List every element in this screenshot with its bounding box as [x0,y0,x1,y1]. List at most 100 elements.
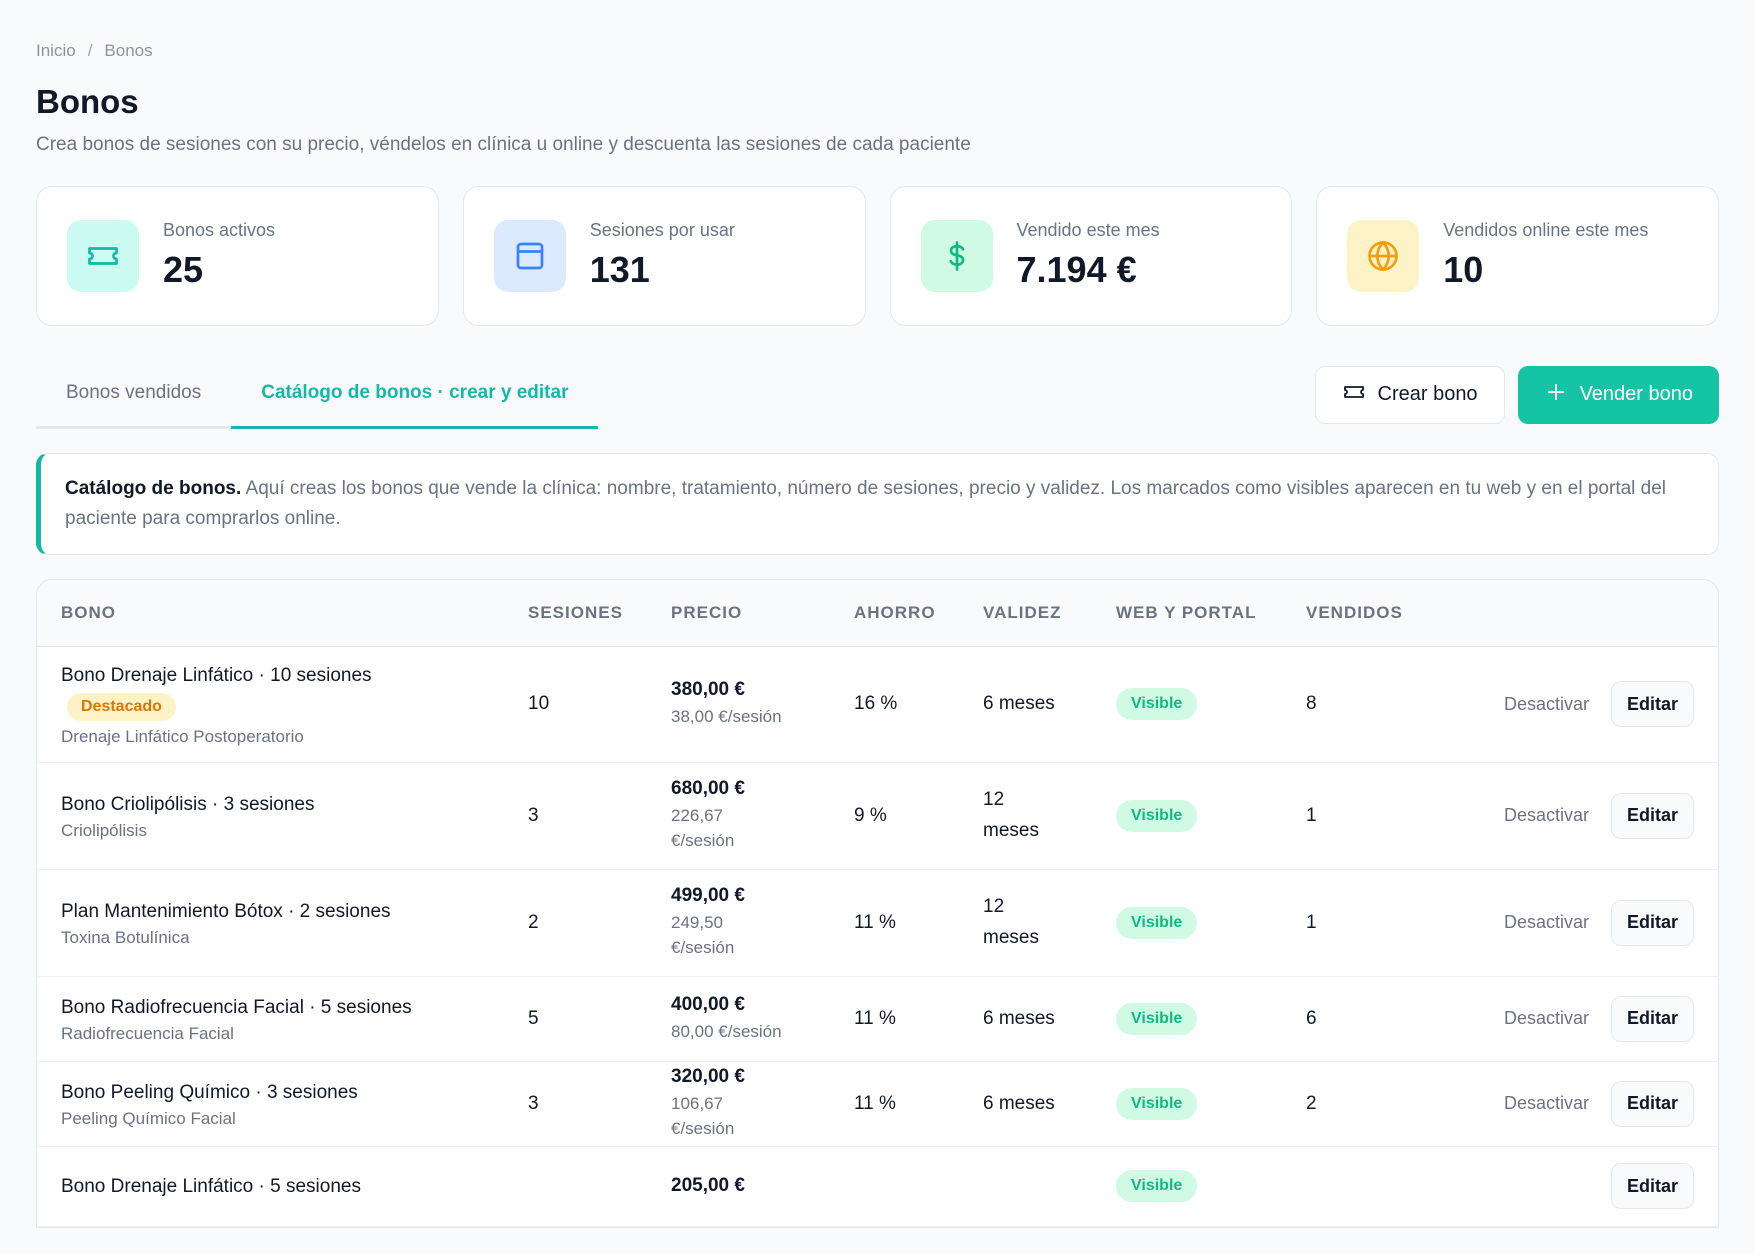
bono-per-session: 249,50 €/sesión [671,913,735,957]
stat-card: Vendido este mes 7.194 € [889,185,1293,326]
actions: Crear bono Vender bono [1314,365,1719,424]
breadcrumb-current: Bonos [104,41,153,60]
bono-validity: 12 meses [983,896,1039,948]
stat-value: 7.194 € [1016,249,1137,291]
edit-button[interactable]: Editar [1610,681,1694,728]
table-row[interactable]: Bono Drenaje Linfático · 5 sesiones 205,… [37,1146,1718,1227]
bono-validity: 6 meses [983,1007,1055,1029]
bono-per-session: 106,67 €/sesión [671,1094,735,1138]
bono-validity: 12 meses [983,789,1039,841]
bono-name: Bono Radiofrecuencia Facial · 5 sesiones [61,996,412,1018]
stat-label: Bonos activos [163,220,276,241]
bono-sessions: 5 [528,976,671,1062]
bono-price: 499,00 € [671,885,745,907]
bono-price: 680,00 € [671,778,745,800]
col-actions [1466,580,1718,647]
table-header-row: BONO SESIONES PRECIO AHORRO VALIDEZ WEB … [37,580,1718,647]
bono-treatment: Peeling Químico Facial [61,1109,236,1129]
ticket-icon [1342,380,1366,410]
col-validez: VALIDEZ [983,580,1116,647]
sell-bono-button[interactable]: Vender bono [1517,365,1719,424]
bono-sessions: 2 [528,869,671,977]
page: Inicio / Bonos Bonos Crea bonos de sesio… [36,38,1719,1228]
page-subtitle: Crea bonos de sesiones con su precio, vé… [36,133,971,155]
bono-per-session: 38,00 €/sesión [671,707,782,727]
create-bono-button[interactable]: Crear bono [1314,365,1505,424]
bonos-table: BONO SESIONES PRECIO AHORRO VALIDEZ WEB … [36,579,1719,1228]
deactivate-button[interactable]: Desactivar [1503,1008,1589,1029]
bono-saving: 16 % [854,646,983,763]
bono-price: 320,00 € [671,1066,745,1088]
bono-price: 380,00 € [671,679,745,701]
deactivate-button[interactable]: Desactivar [1503,1093,1589,1114]
stat-card: Sesiones por usar 131 [462,185,866,326]
bono-name: Bono Peeling Químico · 3 sesiones [61,1081,358,1103]
edit-button[interactable]: Editar [1610,1080,1694,1127]
stat-card: Vendidos online este mes 10 [1316,185,1719,326]
bono-price: 205,00 € [671,1175,745,1197]
bono-sold [1306,1146,1466,1227]
bono-name: Bono Criolipólisis · 3 sesiones [61,793,315,815]
deactivate-button[interactable]: Desactivar [1503,693,1589,714]
stat-label: Vendidos online este mes [1443,220,1649,241]
breadcrumb-separator: / [87,41,93,60]
table-row[interactable]: Bono Peeling Químico · 3 sesiones Peelin… [37,1061,1718,1147]
bono-sold: 2 [1306,1061,1466,1147]
stat-label: Sesiones por usar [589,220,735,241]
visibility-badge: Visible [1116,906,1198,939]
bono-sessions: 3 [528,762,671,870]
table-row[interactable]: Bono Criolipólisis · 3 sesiones Criolipó… [37,762,1718,870]
bono-treatment: Criolipólisis [61,821,147,841]
sell-bono-label: Vender bono [1579,383,1693,406]
tab-bonos-vendidos[interactable]: Bonos vendidos [66,381,202,403]
deactivate-button[interactable]: Desactivar [1503,912,1589,933]
col-vendidos: VENDIDOS [1306,580,1466,647]
table-row[interactable]: Bono Drenaje Linfático · 10 sesiones Des… [37,646,1718,763]
col-web-portal: WEB Y PORTAL [1116,580,1306,647]
bono-sessions [528,1146,671,1227]
edit-button[interactable]: Editar [1610,995,1694,1042]
ticket-icon [67,219,139,292]
globe-icon [1347,219,1420,292]
bono-saving: 11 % [854,1061,983,1147]
bono-validity: 6 meses [983,693,1055,715]
table-row[interactable]: Plan Mantenimiento Bótox · 2 sesiones To… [37,869,1718,977]
col-precio: PRECIO [671,580,854,647]
info-title: Catálogo de bonos. [65,477,242,499]
bono-name: Bono Drenaje Linfático · 10 sesiones [61,665,372,687]
table-row[interactable]: Bono Radiofrecuencia Facial · 5 sesiones… [37,976,1718,1062]
page-title: Bonos [36,83,139,120]
bono-treatment: Drenaje Linfático Postoperatorio [61,726,304,746]
bono-sessions: 3 [528,1061,671,1147]
bono-sold: 8 [1306,646,1466,763]
stat-value: 10 [1443,249,1484,291]
bono-name: Plan Mantenimiento Bótox · 2 sesiones [61,900,391,922]
dollar-icon [920,219,993,292]
edit-button[interactable]: Editar [1610,899,1694,946]
visibility-badge: Visible [1116,799,1198,832]
info-text: Aquí creas los bonos que vende la clínic… [65,477,1667,529]
bono-per-session: 226,67 €/sesión [671,806,735,850]
stat-card: Bonos activos 25 [36,185,439,326]
bono-sessions: 10 [528,646,671,763]
col-sesiones: SESIONES [528,580,671,647]
bono-saving: 9 % [854,762,983,870]
visibility-badge: Visible [1116,1087,1198,1120]
deactivate-button[interactable]: Desactivar [1503,805,1589,826]
bono-saving [854,1146,983,1227]
bono-treatment: Radiofrecuencia Facial [61,1024,234,1044]
breadcrumb-home-link[interactable]: Inicio [36,41,76,60]
info-callout: Catálogo de bonos. Aquí creas los bonos … [36,452,1719,556]
stat-value: 131 [589,249,650,291]
bono-name: Bono Drenaje Linfático · 5 sesiones [61,1175,361,1197]
bono-per-session: 80,00 €/sesión [671,1021,782,1041]
stats-row: Bonos activos 25 Sesiones por usar 131 V… [36,185,1719,326]
bono-sold: 6 [1306,976,1466,1062]
edit-button[interactable]: Editar [1610,792,1694,839]
stat-label: Vendido este mes [1016,220,1160,241]
tab-catalogo[interactable]: Catálogo de bonos · crear y editar [231,366,599,429]
bono-validity: 6 meses [983,1092,1055,1114]
bono-price: 400,00 € [671,993,745,1015]
breadcrumb: Inicio / Bonos [36,38,1719,64]
edit-button[interactable]: Editar [1610,1163,1694,1210]
